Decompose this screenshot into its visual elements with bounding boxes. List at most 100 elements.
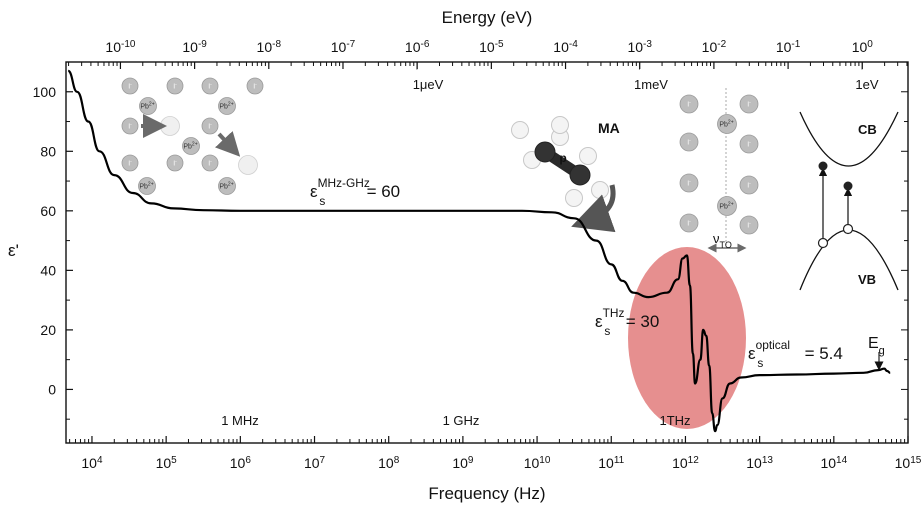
top-tick-label: 10-10 bbox=[105, 39, 135, 56]
iodide-ion-circle bbox=[121, 117, 139, 135]
nu-subscript: TO bbox=[720, 240, 732, 250]
ma-hydrogen-atom bbox=[591, 181, 609, 199]
ion-iodide-charge: - bbox=[689, 138, 691, 144]
electron-dot bbox=[843, 181, 853, 191]
iodide-ion-circle bbox=[679, 94, 699, 114]
mhz-ghz-label: εMHz-GHz s = 60 bbox=[310, 176, 400, 208]
lead-ion-circle bbox=[717, 114, 737, 134]
iodide-ion: I- bbox=[679, 213, 699, 233]
nu-symbol: ν bbox=[713, 231, 720, 246]
top-tick-base: 10 bbox=[852, 39, 868, 55]
y-tick-label: 80 bbox=[40, 143, 56, 159]
hole-dot bbox=[817, 237, 829, 249]
ma-hydrogen-atom bbox=[579, 147, 597, 165]
x-tick-exponent: 7 bbox=[320, 455, 326, 466]
nu-to-label: νTO bbox=[713, 231, 732, 250]
x-tick-base: 10 bbox=[598, 455, 614, 471]
thz-label-value: = 30 bbox=[626, 312, 660, 331]
iodide-ion-circle bbox=[739, 134, 759, 154]
x-tick-label: 107 bbox=[304, 455, 326, 472]
ion-iodide-charge: - bbox=[749, 140, 751, 146]
ion-iodide-charge: - bbox=[689, 100, 691, 106]
ion-iodide-charge: - bbox=[175, 159, 177, 165]
ion-iodide-symbol: I bbox=[687, 102, 689, 109]
ion-iodide-charge: - bbox=[130, 82, 132, 88]
ion-iodide-symbol: I bbox=[687, 140, 689, 147]
lead-ion-circle bbox=[138, 177, 156, 195]
iodide-ion-circle bbox=[679, 173, 699, 193]
top-tick-exponent: -10 bbox=[121, 39, 136, 50]
x-tick-base: 10 bbox=[156, 455, 172, 471]
optical-label-sub: s bbox=[757, 356, 763, 370]
ion-iodide-symbol: I bbox=[128, 161, 130, 168]
x-tick-label: 106 bbox=[230, 455, 252, 472]
lead-ion-label: Pb2+ bbox=[219, 102, 233, 111]
iodide-ion-label: I- bbox=[687, 138, 691, 147]
lead-ion-circle bbox=[717, 196, 737, 216]
dipole-label-text: p bbox=[559, 151, 566, 165]
top-tick-exponent: -8 bbox=[272, 39, 281, 50]
iodide-ion-circle bbox=[739, 94, 759, 114]
thz-highlight-ellipse bbox=[628, 247, 746, 429]
permittivity-curve bbox=[67, 69, 891, 433]
lead-ion-label: Pb2+ bbox=[219, 182, 233, 191]
iodide-ion: I- bbox=[121, 77, 139, 95]
x-tick-label: 104 bbox=[81, 455, 103, 472]
vacancy-site bbox=[160, 116, 180, 136]
ma-hydrogen-atom bbox=[565, 189, 583, 207]
top-tick-base: 10 bbox=[776, 39, 792, 55]
ma-nitrogen-atom bbox=[569, 164, 591, 186]
top-tick-base: 10 bbox=[405, 39, 421, 55]
ion-lead-charge: 2+ bbox=[728, 120, 734, 126]
iodide-ion-label: I- bbox=[747, 181, 751, 190]
ion-iodide-symbol: I bbox=[747, 183, 749, 190]
iodide-ion-label: I- bbox=[687, 179, 691, 188]
top-tick-label: 10-1 bbox=[776, 39, 801, 56]
iodide-ion-label: I- bbox=[208, 82, 212, 91]
thz-label-sub: s bbox=[604, 324, 610, 338]
ma-hydrogen-atom bbox=[551, 116, 569, 134]
iodide-ion: I- bbox=[739, 134, 759, 154]
frame-layer: 104 105 106 107 108 109 1010 1011 1012 1013 1014 10… bbox=[8, 8, 922, 503]
ion-iodide-symbol: I bbox=[208, 161, 210, 168]
energy-1uev-label: 1μeV bbox=[413, 77, 444, 92]
ion-lead-charge: 2+ bbox=[192, 142, 198, 148]
iodide-ion-circle bbox=[679, 132, 699, 152]
x-tick-base: 10 bbox=[746, 455, 762, 471]
iodide-ion-label: I- bbox=[128, 82, 132, 91]
iodide-ion: I- bbox=[166, 154, 184, 172]
lead-ion: Pb2+ bbox=[138, 177, 156, 195]
iodide-ion-circle bbox=[201, 117, 219, 135]
ion-iodide-symbol: I bbox=[173, 84, 175, 91]
lead-ion: Pb2+ bbox=[182, 137, 200, 155]
top-tick-label: 100 bbox=[852, 39, 874, 56]
ion-lead-symbol: Pb bbox=[140, 104, 149, 111]
x-tick-label: 1011 bbox=[598, 455, 624, 472]
freq-1ghz-label: 1 GHz bbox=[443, 413, 480, 428]
iodide-ion: I- bbox=[121, 154, 139, 172]
lead-ion: Pb2+ bbox=[139, 97, 157, 115]
mhz-ghz-label-value: = 60 bbox=[367, 182, 401, 201]
top-tick-base: 10 bbox=[702, 39, 718, 55]
top-tick-exponent: -7 bbox=[346, 39, 355, 50]
lead-ion: Pb2+ bbox=[717, 114, 737, 134]
energy-1ev-label: 1eV bbox=[855, 77, 878, 92]
y-tick-label: 60 bbox=[40, 203, 56, 219]
ion-iodide-charge: - bbox=[749, 181, 751, 187]
iodide-ion-circle bbox=[201, 154, 219, 172]
ion-lead-symbol: Pb bbox=[139, 184, 148, 191]
iodide-ion-label: I- bbox=[253, 82, 257, 91]
electron-dot bbox=[818, 161, 828, 171]
x-tick-label: 1014 bbox=[820, 455, 847, 472]
x-tick-label: 105 bbox=[156, 455, 178, 472]
top-tick-exponent: -5 bbox=[495, 39, 504, 50]
lead-ion-label: Pb2+ bbox=[140, 102, 154, 111]
ion-iodide-symbol: I bbox=[747, 142, 749, 149]
valence-band-curve bbox=[799, 229, 899, 291]
mhz-ghz-label-base: ε bbox=[310, 182, 318, 201]
ion-lead-charge: 2+ bbox=[228, 102, 234, 108]
iodide-ion-label: I- bbox=[173, 82, 177, 91]
lead-ion-circle bbox=[218, 97, 236, 115]
